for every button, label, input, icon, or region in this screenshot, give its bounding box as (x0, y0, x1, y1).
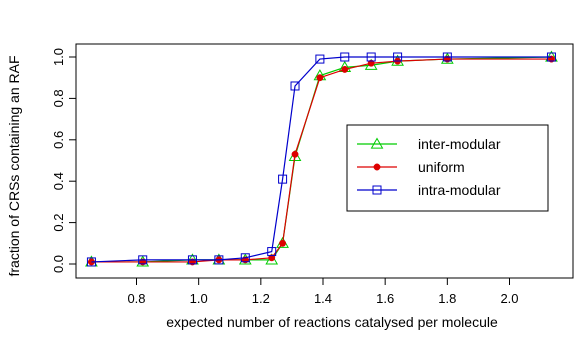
x-tick-label: 1.8 (438, 291, 456, 306)
x-tick-label: 0.8 (127, 291, 145, 306)
data-point (86, 257, 96, 267)
data-point (340, 52, 350, 62)
data-point (367, 59, 375, 67)
y-tick-label: 1.0 (51, 48, 66, 66)
y-tick-label: 0.6 (51, 131, 66, 149)
data-point (442, 52, 452, 62)
series-intra-modular (86, 52, 556, 267)
plot-frame (75, 43, 574, 279)
data-point (267, 247, 277, 257)
data-point (240, 253, 250, 263)
data-point (291, 150, 299, 158)
legend-label: inter-modular (418, 136, 501, 152)
legend-swatch-marker (373, 163, 381, 171)
data-point (366, 52, 376, 62)
x-tick-label: 1.0 (190, 291, 208, 306)
data-point (138, 255, 148, 265)
data-point (315, 54, 325, 64)
y-tick-label: 0.8 (51, 89, 66, 107)
y-tick-label: 0.0 (51, 255, 66, 273)
data-point (187, 255, 197, 265)
y-tick-label: 0.4 (51, 172, 66, 190)
data-point (279, 239, 287, 247)
x-tick-label: 1.4 (314, 291, 332, 306)
series-layer (85, 50, 558, 267)
axes-layer: 0.8 1.0 1.2 1.4 1.6 1.8 2.0 0.0 0.2 0.4 0.6 0.8 1.0 (51, 43, 574, 306)
x-tick-label: 2.0 (500, 291, 518, 306)
legend-label: intra-modular (418, 182, 501, 198)
x-axis-title: expected number of reactions catalysed p… (166, 314, 498, 330)
data-point (214, 255, 224, 265)
data-point (316, 74, 324, 82)
data-point (290, 81, 300, 91)
y-axis-title: fraction of CRSs containing an RAF (6, 56, 22, 277)
legend: inter-modular uniform intra-modular (346, 124, 549, 212)
legend-box (346, 124, 549, 212)
legend-swatch-marker (370, 137, 384, 149)
data-point (341, 65, 349, 73)
data-point (546, 52, 556, 62)
legend-item: inter-modular (357, 136, 501, 152)
x-tick-label: 1.2 (252, 291, 270, 306)
legend-item: intra-modular (357, 182, 501, 198)
data-point (278, 174, 288, 184)
legend-label: uniform (418, 159, 465, 175)
legend-swatch-marker (372, 185, 382, 195)
x-tick-label: 1.6 (376, 291, 394, 306)
legend-item: uniform (357, 159, 465, 175)
data-point (393, 52, 403, 62)
y-tick-label: 0.2 (51, 214, 66, 232)
data-point (268, 254, 276, 262)
